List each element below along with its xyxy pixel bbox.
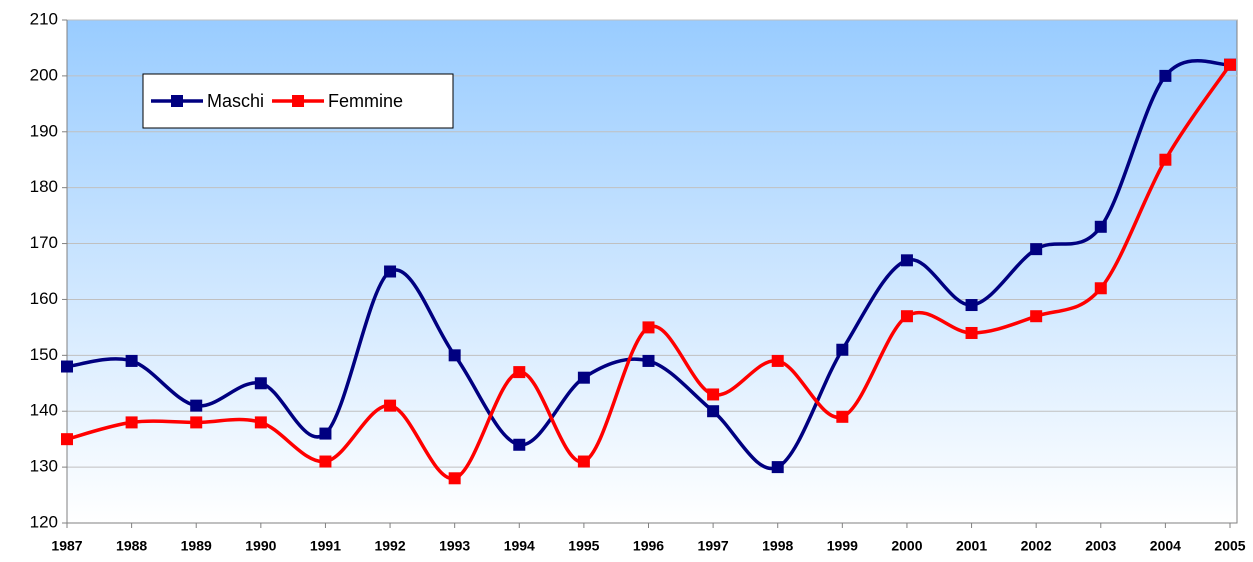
point-marker [513, 366, 526, 379]
x-tick-label: 1998 [762, 538, 793, 554]
x-tick-label: 1993 [439, 538, 470, 554]
legend-label: Femmine [328, 91, 403, 111]
x-tick-label: 2000 [891, 538, 922, 554]
y-tick-label: 180 [30, 177, 58, 196]
x-tick-label: 2004 [1150, 538, 1181, 554]
y-tick-label: 190 [30, 121, 58, 140]
y-tick-label: 120 [30, 512, 58, 531]
point-marker [577, 371, 590, 384]
point-marker [448, 472, 461, 485]
x-tick-label: 1996 [633, 538, 664, 554]
point-marker [1030, 310, 1043, 323]
point-marker [836, 410, 849, 423]
point-marker [771, 354, 784, 367]
point-marker [836, 343, 849, 356]
y-tick-label: 160 [30, 289, 58, 308]
point-marker [707, 388, 720, 401]
point-marker [254, 377, 267, 390]
y-tick-label: 200 [30, 65, 58, 84]
x-tick-label: 1995 [568, 538, 599, 554]
x-tick-label: 1989 [181, 538, 212, 554]
x-tick-label: 2005 [1214, 538, 1245, 554]
point-marker [577, 455, 590, 468]
point-marker [642, 321, 655, 334]
x-tick-label: 1994 [504, 538, 535, 554]
point-marker [1030, 243, 1043, 256]
point-marker [1094, 282, 1107, 295]
point-marker [61, 360, 73, 373]
point-marker [384, 399, 397, 412]
y-tick-label: 140 [30, 401, 58, 420]
point-marker [771, 461, 784, 474]
point-marker [1094, 220, 1107, 233]
point-marker [125, 354, 138, 367]
point-marker [965, 299, 978, 312]
point-marker [319, 427, 332, 440]
x-tick-label: 1988 [116, 538, 147, 554]
x-tick-label: 1987 [51, 538, 82, 554]
y-tick-label: 150 [30, 345, 58, 364]
point-marker [61, 433, 73, 446]
point-marker [965, 326, 978, 339]
legend-marker [292, 95, 305, 107]
x-tick-label: 1997 [698, 538, 729, 554]
point-marker [384, 265, 397, 278]
point-marker [900, 254, 913, 267]
legend-marker [171, 95, 183, 107]
x-tick-label: 2003 [1085, 538, 1116, 554]
point-marker [707, 405, 720, 418]
x-tick-label: 1992 [374, 538, 405, 554]
point-marker [1224, 58, 1236, 71]
point-marker [1159, 69, 1172, 82]
y-tick-label: 170 [30, 233, 58, 252]
point-marker [642, 354, 655, 367]
point-marker [448, 349, 461, 362]
x-tick-label: 1991 [310, 538, 341, 554]
point-marker [1159, 153, 1172, 166]
x-tick-label: 1990 [245, 538, 276, 554]
point-marker [254, 416, 267, 429]
point-marker [125, 416, 138, 429]
point-marker [900, 310, 913, 323]
point-marker [190, 416, 203, 429]
point-marker [190, 399, 203, 412]
point-marker [319, 455, 332, 468]
x-tick-label: 2002 [1021, 538, 1052, 554]
legend-label: Maschi [207, 91, 264, 111]
y-tick-label: 130 [30, 457, 58, 476]
y-tick-label: 210 [30, 9, 58, 28]
point-marker [513, 438, 526, 451]
x-tick-label: 1999 [827, 538, 858, 554]
x-tick-label: 2001 [956, 538, 987, 554]
